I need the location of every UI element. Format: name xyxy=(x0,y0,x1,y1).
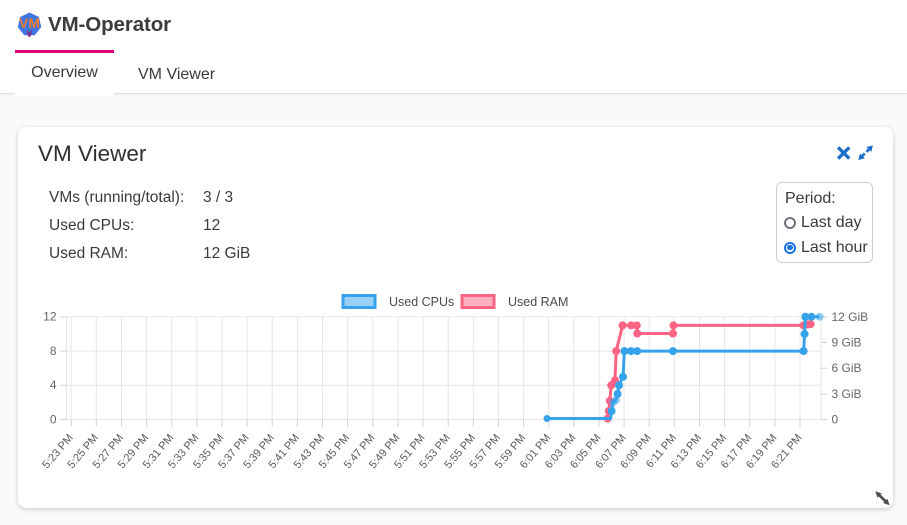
svg-text:4: 4 xyxy=(50,378,57,392)
svg-text:3 GiB: 3 GiB xyxy=(832,387,862,401)
svg-text:8: 8 xyxy=(50,344,57,358)
svg-text:0: 0 xyxy=(50,412,57,426)
svg-text:9 GiB: 9 GiB xyxy=(832,336,862,350)
svg-text:12 GiB: 12 GiB xyxy=(832,310,869,324)
svg-text:12: 12 xyxy=(43,310,57,324)
svg-text:VM: VM xyxy=(19,16,40,31)
svg-text:6 GiB: 6 GiB xyxy=(832,361,862,375)
svg-text:Used CPUs: Used CPUs xyxy=(389,295,454,309)
svg-text:Used RAM: Used RAM xyxy=(508,295,568,309)
svg-text:0: 0 xyxy=(832,413,839,427)
